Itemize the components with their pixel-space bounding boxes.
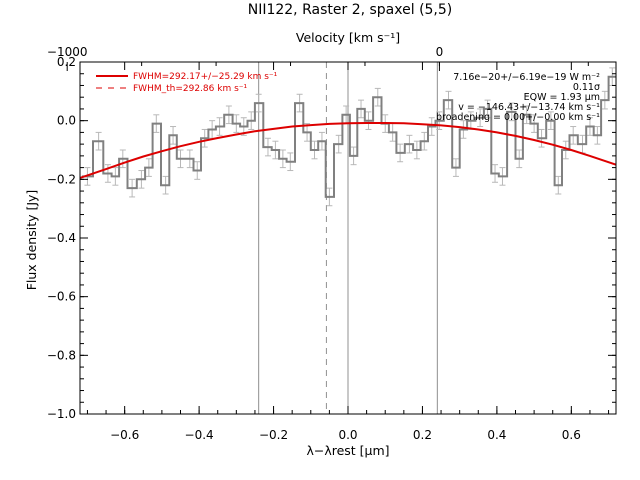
annotation-1: 0.11σ — [573, 82, 600, 93]
chart-title: NII122, Raster 2, spaxel (5,5) — [248, 2, 453, 18]
y-tick-label: 0.2 — [57, 55, 76, 69]
top-tick-label: −1000 — [47, 45, 88, 59]
annotation-2: EQW = 1.93 μm — [524, 92, 600, 103]
x-axis-label: λ−λrest [μm] — [306, 443, 389, 458]
x-tick-label: 0.0 — [338, 428, 357, 442]
x-tick-label: −0.2 — [259, 428, 288, 442]
y-tick-label: 0.0 — [57, 114, 76, 128]
y-tick-label: −0.8 — [47, 348, 76, 362]
annotation-0: 7.16e−20+/−6.19e−19 W m⁻² — [453, 72, 600, 83]
x-tick-label: 0.2 — [413, 428, 432, 442]
x-tick-label: −0.4 — [185, 428, 214, 442]
x-tick-label: 0.6 — [562, 428, 581, 442]
spectrum-series — [81, 75, 616, 198]
y-tick-label: −1.0 — [47, 407, 76, 421]
y-tick-label: −0.6 — [47, 290, 76, 304]
annotation-3: v = −146.43+/−13.74 km s⁻¹ — [458, 102, 600, 113]
y-axis-label: Flux density [Jy] — [24, 190, 39, 291]
fit-series — [79, 122, 617, 179]
top-tick-label: 0 — [436, 45, 444, 59]
legend-label-1: FWHM_th=292.86 km s⁻¹ — [133, 84, 248, 94]
x-tick-label: −0.6 — [110, 428, 139, 442]
legend-label-0: FWHM=292.17+/−25.29 km s⁻¹ — [133, 72, 278, 82]
y-tick-label: −0.2 — [47, 172, 76, 186]
top-axis-label: Velocity [km s⁻¹] — [296, 30, 400, 45]
y-tick-label: −0.4 — [47, 231, 76, 245]
x-tick-label: 0.4 — [487, 428, 506, 442]
annotation-4: broadening = 0.00+/−0.00 km s⁻¹ — [436, 112, 600, 123]
plot-area: −0.6 −0.4 −0.2 0.0 0.2 0.4 0.6 −1.0 −0.8 −0.6 −0.4… — [47, 45, 617, 442]
